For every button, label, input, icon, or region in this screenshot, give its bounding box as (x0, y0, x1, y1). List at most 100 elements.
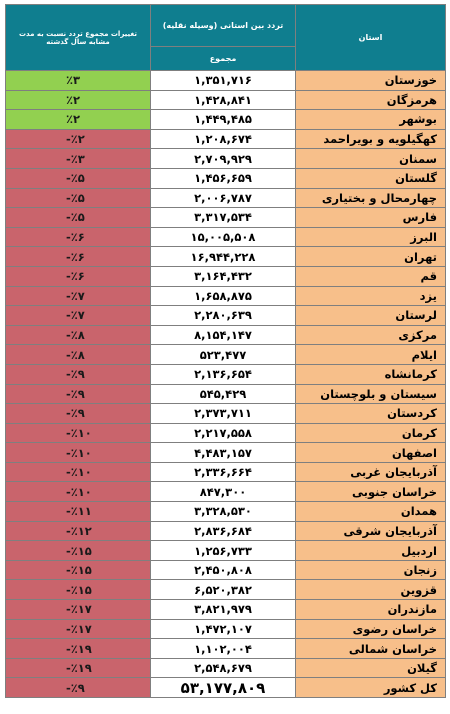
change-cell: -٪۹ (5, 403, 151, 424)
change-cell: -٪۶ (5, 246, 151, 267)
total-cell: ۳,۳۱۷,۵۳۴ (150, 207, 296, 228)
table-row: -٪۱۱ ۳,۳۲۸,۵۳۰ همدان (5, 501, 446, 522)
total-cell: ۲,۳۷۳,۷۱۱ (150, 403, 296, 424)
change-cell: -٪۸ (5, 344, 151, 365)
total-cell: ۱۵,۰۰۵,۵۰۸ (150, 226, 296, 248)
change-cell: -٪۹ (5, 383, 151, 405)
total-cell: ۱,۴۵۶,۶۵۹ (150, 167, 296, 189)
table-row: -٪۱۹ ۱,۱۰۲,۰۰۴ خراسان شمالی (5, 638, 446, 659)
province-cell: آذربایجان شرقی (295, 520, 446, 542)
change-cell: ٪۲ (5, 109, 151, 130)
table-row: -٪۹ ۲,۳۷۳,۷۱۱ کردستان (5, 403, 446, 424)
province-cell: زنجان (295, 559, 446, 581)
total-cell: ۱,۲۰۸,۶۷۴ (150, 128, 296, 150)
province-cell: کردستان (295, 403, 446, 424)
province-cell: هرمزگان (295, 89, 446, 111)
change-cell: -٪۹ (5, 677, 151, 699)
table-row: -٪۳ ۲,۷۰۹,۹۲۹ سمنان (5, 148, 446, 169)
total-cell: ۲,۲۱۷,۵۵۸ (150, 422, 296, 444)
province-cell: فارس (295, 207, 446, 228)
total-cell: ۸,۱۵۴,۱۴۷ (150, 324, 296, 346)
change-cell: -٪۶ (5, 226, 151, 248)
table-row: ٪۲ ۱,۴۴۹,۴۸۵ بوشهر (5, 109, 446, 130)
province-cell: تهران (295, 246, 446, 267)
total-cell: ۳,۱۶۴,۴۳۲ (150, 265, 296, 287)
table-row: -٪۵ ۲,۰۰۶,۷۸۷ چهارمحال و بختیاری (5, 187, 446, 209)
change-cell: -٪۳ (5, 148, 151, 169)
table-row: -٪۵ ۳,۳۱۷,۵۳۴ فارس (5, 207, 446, 228)
total-cell: ۵۲۳,۴۷۷ (150, 344, 296, 365)
change-cell: -٪۷ (5, 305, 151, 326)
table-row: -٪۱۰ ۴,۴۸۳,۱۵۷ اصفهان (5, 442, 446, 463)
province-cell: سمنان (295, 148, 446, 169)
table-row: -٪۵ ۱,۴۵۶,۶۵۹ گلستان (5, 167, 446, 189)
table-row: -٪۸ ۸,۱۵۴,۱۴۷ مرکزی (5, 324, 446, 346)
table-row: -٪۲ ۱,۲۰۸,۶۷۴ کهگیلویه و بویراحمد (5, 128, 446, 150)
change-cell: -٪۱۰ (5, 422, 151, 444)
total-cell: ۸۴۷,۳۰۰ (150, 481, 296, 503)
table-row: -٪۱۷ ۳,۸۲۱,۹۷۹ مازندران (5, 599, 446, 620)
province-cell: مرکزی (295, 324, 446, 346)
table-row: -٪۶ ۱۵,۰۰۵,۵۰۸ البرز (5, 226, 446, 248)
total-cell: ۲,۸۳۶,۶۸۴ (150, 520, 296, 542)
total-cell: ۲,۰۰۶,۷۸۷ (150, 187, 296, 209)
province-cell: لرستان (295, 305, 446, 326)
province-cell: چهارمحال و بختیاری (295, 187, 446, 209)
total-cell: ۱,۴۲۸,۸۴۱ (150, 89, 296, 111)
table-row: -٪۱۹ ۲,۵۴۸,۶۷۹ گیلان (5, 657, 446, 679)
table-row: -٪۷ ۱,۶۵۸,۸۷۵ یزد (5, 285, 446, 307)
province-cell: کرمانشاه (295, 363, 446, 385)
total-cell: ۱,۳۵۱,۷۱۶ (150, 70, 296, 91)
change-cell: -٪۱۰ (5, 461, 151, 483)
change-cell: -٪۱۷ (5, 618, 151, 640)
province-cell: خراسان رضوی (295, 618, 446, 640)
total-cell: ۵۴۵,۴۲۹ (150, 383, 296, 405)
total-cell: ۱,۱۰۲,۰۰۴ (150, 638, 296, 659)
province-cell: کهگیلویه و بویراحمد (295, 128, 446, 150)
province-cell: همدان (295, 501, 446, 522)
province-cell: مازندران (295, 599, 446, 620)
change-cell: -٪۱۱ (5, 501, 151, 522)
table-row: -٪۱۵ ۱,۲۵۶,۷۳۳ اردبیل (5, 540, 446, 561)
province-cell: خراسان جنوبی (295, 481, 446, 503)
change-cell: -٪۱۰ (5, 442, 151, 463)
table-row: -٪۱۲ ۲,۸۳۶,۶۸۴ آذربایجان شرقی (5, 520, 446, 542)
change-cell: -٪۱۷ (5, 599, 151, 620)
total-cell: ۱,۲۵۶,۷۳۳ (150, 540, 296, 561)
table-row: -٪۱۰ ۸۴۷,۳۰۰ خراسان جنوبی (5, 481, 446, 503)
total-cell: ۲,۱۳۶,۶۵۴ (150, 363, 296, 385)
change-cell: -٪۹ (5, 363, 151, 385)
change-cell: -٪۱۵ (5, 579, 151, 601)
table-row: -٪۱۰ ۲,۲۱۷,۵۵۸ کرمان (5, 422, 446, 444)
total-cell: ۲,۲۸۰,۶۳۹ (150, 305, 296, 326)
change-cell: -٪۱۵ (5, 559, 151, 581)
change-cell: -٪۱۹ (5, 638, 151, 659)
province-cell: خراسان شمالی (295, 638, 446, 659)
total-cell: ۱۶,۹۴۴,۲۲۸ (150, 246, 296, 267)
change-cell: -٪۵ (5, 187, 151, 209)
table-row: -٪۷ ۲,۲۸۰,۶۳۹ لرستان (5, 305, 446, 326)
province-cell: قزوین (295, 579, 446, 601)
change-cell: -٪۱۲ (5, 520, 151, 542)
total-subheader: مجموع (150, 46, 296, 71)
change-cell: -٪۸ (5, 324, 151, 346)
province-cell: آذربایجان غربی (295, 461, 446, 483)
province-cell: کرمان (295, 422, 446, 444)
header-row-2: مجموع (6, 46, 446, 71)
table-row: ٪۳ ۱,۳۵۱,۷۱۶ خوزستان (5, 70, 446, 91)
province-cell: گلستان (295, 167, 446, 189)
change-column-header: تغییرات مجموع تردد نسبت به مدت مشابه سال… (5, 4, 151, 71)
total-cell: ۲,۷۰۹,۹۲۹ (150, 148, 296, 169)
total-cell: ۲,۵۴۸,۶۷۹ (150, 657, 296, 679)
province-cell: کل کشور (295, 677, 446, 699)
table-row: -٪۱۷ ۱,۴۷۲,۱۰۷ خراسان رضوی (5, 618, 446, 640)
province-cell: البرز (295, 226, 446, 248)
total-cell: ۳,۳۲۸,۵۳۰ (150, 501, 296, 522)
change-cell: -٪۶ (5, 265, 151, 287)
table-row: -٪۸ ۵۲۳,۴۷۷ ایلام (5, 344, 446, 365)
total-row: -٪۹ ۵۳,۱۷۷,۸۰۹ کل کشور (5, 677, 446, 699)
traffic-table: تغییرات مجموع تردد نسبت به مدت مشابه سال… (5, 4, 446, 699)
traffic-column-header: تردد بین استانی (وسیله نقلیه) (150, 4, 296, 47)
header-row-1: تغییرات مجموع تردد نسبت به مدت مشابه سال… (5, 4, 446, 71)
table-row: -٪۶ ۱۶,۹۴۴,۲۲۸ تهران (5, 246, 446, 267)
